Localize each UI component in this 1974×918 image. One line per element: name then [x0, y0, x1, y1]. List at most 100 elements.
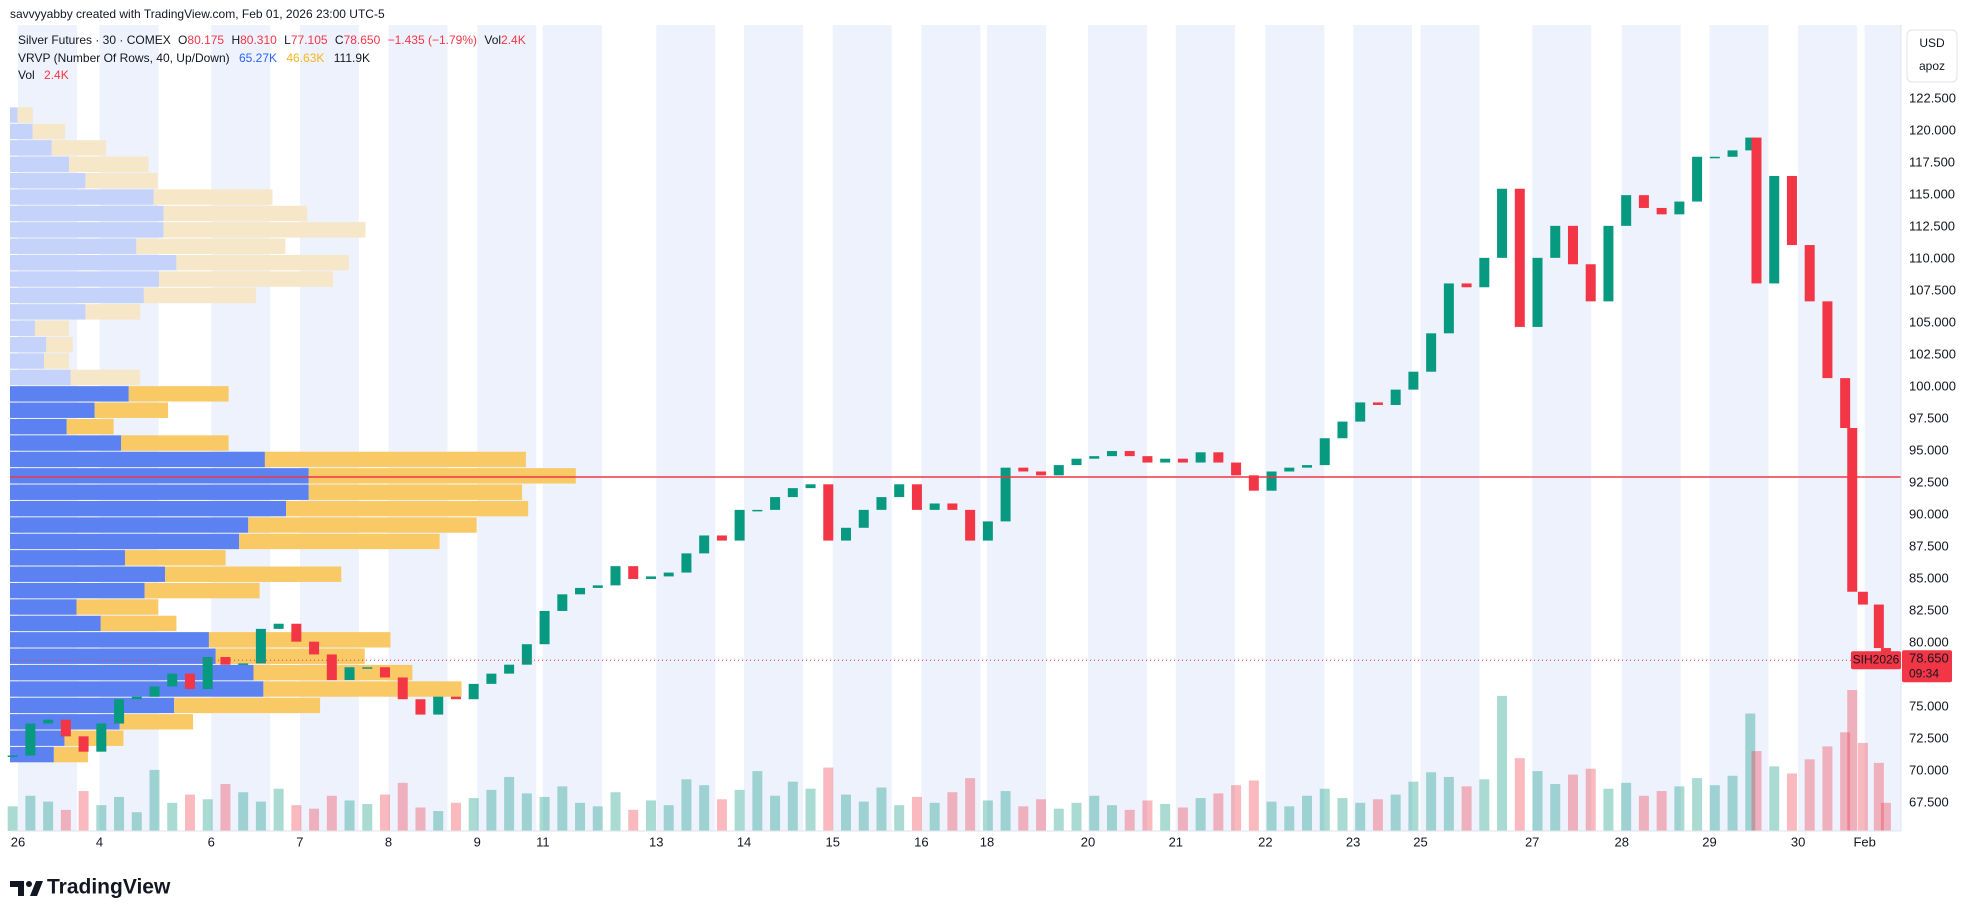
candle [1213, 452, 1224, 463]
candle [433, 696, 444, 715]
volume-bar [1461, 786, 1472, 831]
y-tick-label: 107.500 [1909, 283, 1956, 298]
profile-down [239, 533, 440, 550]
volume-bar [1018, 806, 1029, 831]
volume-bar [1284, 806, 1295, 831]
profile-up [10, 320, 35, 336]
volume-bar [770, 795, 781, 831]
open-label: O [178, 33, 187, 47]
scale-mode[interactable]: apoz [1919, 59, 1945, 73]
volume-bar [78, 791, 89, 831]
volume-bar [1585, 768, 1596, 831]
candle [273, 623, 284, 629]
candle [894, 484, 905, 498]
profile-down [176, 254, 349, 271]
candle [43, 719, 54, 724]
volume-bar [1231, 785, 1242, 831]
logo-mark [10, 881, 24, 896]
volume-bar [291, 805, 302, 831]
legend-line-3: Vol 2.4K [18, 68, 69, 82]
candle [965, 509, 976, 541]
candle [1302, 465, 1313, 468]
volume-bar [1822, 746, 1833, 831]
volume-bar [486, 789, 497, 831]
profile-up [10, 287, 144, 304]
candle [1804, 245, 1815, 302]
low: 77.105 [291, 33, 328, 47]
profile-up [10, 533, 240, 550]
candle [1355, 402, 1366, 422]
profile-down [46, 336, 73, 353]
volume-bars [7, 690, 1891, 831]
x-tick-label: 9 [474, 834, 481, 849]
profile-down [68, 156, 149, 172]
volume-bar [1727, 775, 1738, 831]
currency-box[interactable] [1906, 29, 1958, 83]
candle [521, 644, 532, 665]
candle [504, 664, 515, 674]
volume-bar [1443, 776, 1454, 831]
x-tick-label: 23 [1346, 834, 1360, 849]
x-tick-label: 27 [1525, 834, 1539, 849]
legend-line-1: Silver Futures · 30 · COMEX O80.175 H80.… [18, 33, 526, 47]
profile-up [10, 468, 309, 484]
volume-bar [521, 793, 532, 831]
volume-bar [1195, 798, 1206, 831]
volume-bar [1390, 794, 1401, 831]
x-tick-label: 18 [980, 834, 994, 849]
session-band [656, 25, 716, 831]
candle [823, 484, 834, 541]
session-band [1175, 25, 1235, 831]
profile-up [10, 500, 287, 517]
volume-bar [309, 808, 320, 831]
candle [7, 755, 18, 758]
volume-bar [184, 794, 195, 831]
volume-bar [752, 771, 763, 831]
candle [1284, 467, 1295, 472]
session-band [1864, 25, 1901, 831]
profile-up [10, 386, 129, 402]
profile-up [10, 664, 254, 681]
volume-bar [1106, 805, 1117, 831]
volume-bar [1000, 791, 1011, 831]
candle [610, 566, 621, 586]
volume-bar [1497, 695, 1508, 831]
volume-bar [1337, 798, 1348, 831]
profile-down [34, 320, 69, 336]
profile-up [10, 517, 249, 533]
profile-up [10, 615, 101, 632]
volume-bar [1840, 732, 1851, 831]
candle [131, 696, 142, 700]
overlays [10, 476, 1901, 661]
currency[interactable]: USD [1919, 36, 1945, 50]
volume-bar [592, 806, 603, 831]
candle [60, 719, 71, 737]
volume-bar [1567, 774, 1578, 831]
y-tick-label: 105.000 [1909, 315, 1956, 330]
profile-down [248, 517, 477, 533]
candle [575, 587, 586, 595]
candle [1337, 421, 1348, 439]
y-tick-label: 70.000 [1909, 762, 1949, 777]
volume-bar [1857, 742, 1868, 831]
volume-bar [628, 809, 639, 831]
vol: 2.4K [44, 68, 69, 82]
candle [1769, 175, 1780, 284]
profile-up [10, 599, 77, 615]
profile-up [10, 648, 216, 664]
volume-bar [1053, 808, 1064, 831]
profile-down [85, 304, 141, 320]
volume-bar [681, 779, 692, 831]
profile-up [10, 156, 69, 172]
volume-bar [25, 795, 36, 831]
candle [1089, 456, 1100, 459]
candle [1319, 438, 1330, 466]
volume-bar [1709, 785, 1720, 831]
volume-bar [1550, 784, 1561, 831]
y-tick-label: 72.500 [1909, 730, 1949, 745]
volume-bar [1426, 772, 1437, 831]
volume-bar [1408, 781, 1419, 831]
candle [291, 623, 302, 642]
volume-bar [557, 786, 568, 831]
profile-down [308, 468, 576, 484]
